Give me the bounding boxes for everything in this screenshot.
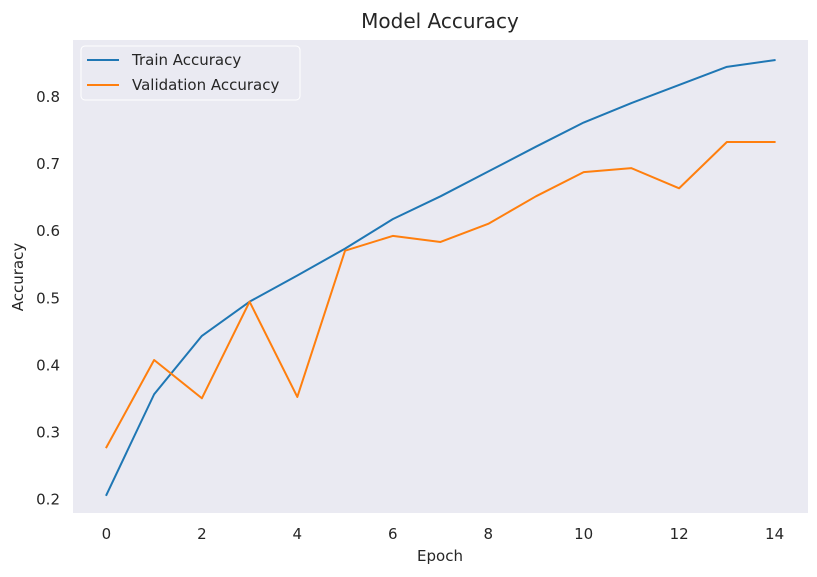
legend-label: Train Accuracy: [131, 51, 241, 69]
x-tick-label: 0: [102, 525, 112, 543]
series-line: [105, 140, 776, 449]
y-tick-labels: 0.2 0.3 0.4 0.5 0.6 0.7 0.8: [36, 88, 60, 509]
series-line: [105, 59, 776, 497]
x-tick-label: 8: [483, 525, 493, 543]
y-axis-label: Accuracy: [9, 243, 27, 312]
y-tick-label: 0.8: [36, 88, 60, 106]
y-tick-label: 0.3: [36, 423, 60, 441]
legend-box: [80, 45, 301, 101]
y-tick-label: 0.6: [36, 222, 60, 240]
x-axis-label: Epoch: [417, 547, 463, 565]
x-tick-label: 10: [574, 525, 593, 543]
x-tick-label: 14: [765, 525, 784, 543]
legend: Train Accuracy Validation Accuracy: [80, 45, 301, 101]
x-tick-label: 12: [670, 525, 689, 543]
x-tick-label: 6: [388, 525, 398, 543]
plot-area: [73, 40, 808, 513]
series-lines: [105, 59, 776, 497]
y-tick-label: 0.4: [36, 356, 60, 374]
y-tick-label: 0.2: [36, 491, 60, 509]
y-tick-label: 0.7: [36, 155, 60, 173]
x-tick-labels: 0 2 4 6 8 10 12 14: [102, 525, 785, 543]
x-tick-label: 4: [293, 525, 303, 543]
legend-label: Validation Accuracy: [132, 76, 279, 94]
x-tick-label: 2: [197, 525, 207, 543]
y-tick-label: 0.5: [36, 289, 60, 307]
chart-title: Model Accuracy: [361, 9, 519, 33]
